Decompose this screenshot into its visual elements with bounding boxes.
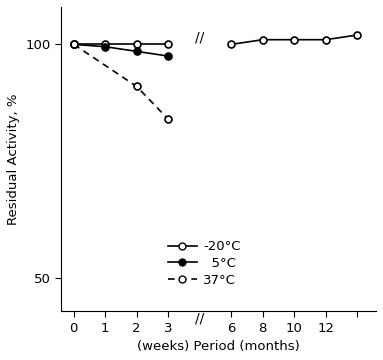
Y-axis label: Residual Activity, %: Residual Activity, % [7, 93, 20, 225]
Legend: -20°C,   5°C, 37°C: -20°C, 5°C, 37°C [162, 235, 246, 292]
Text: //: // [195, 311, 205, 325]
Bar [179, 7, 220, 311]
Text: //: // [195, 30, 205, 44]
X-axis label: (weeks) Period (months): (weeks) Period (months) [137, 340, 300, 353]
